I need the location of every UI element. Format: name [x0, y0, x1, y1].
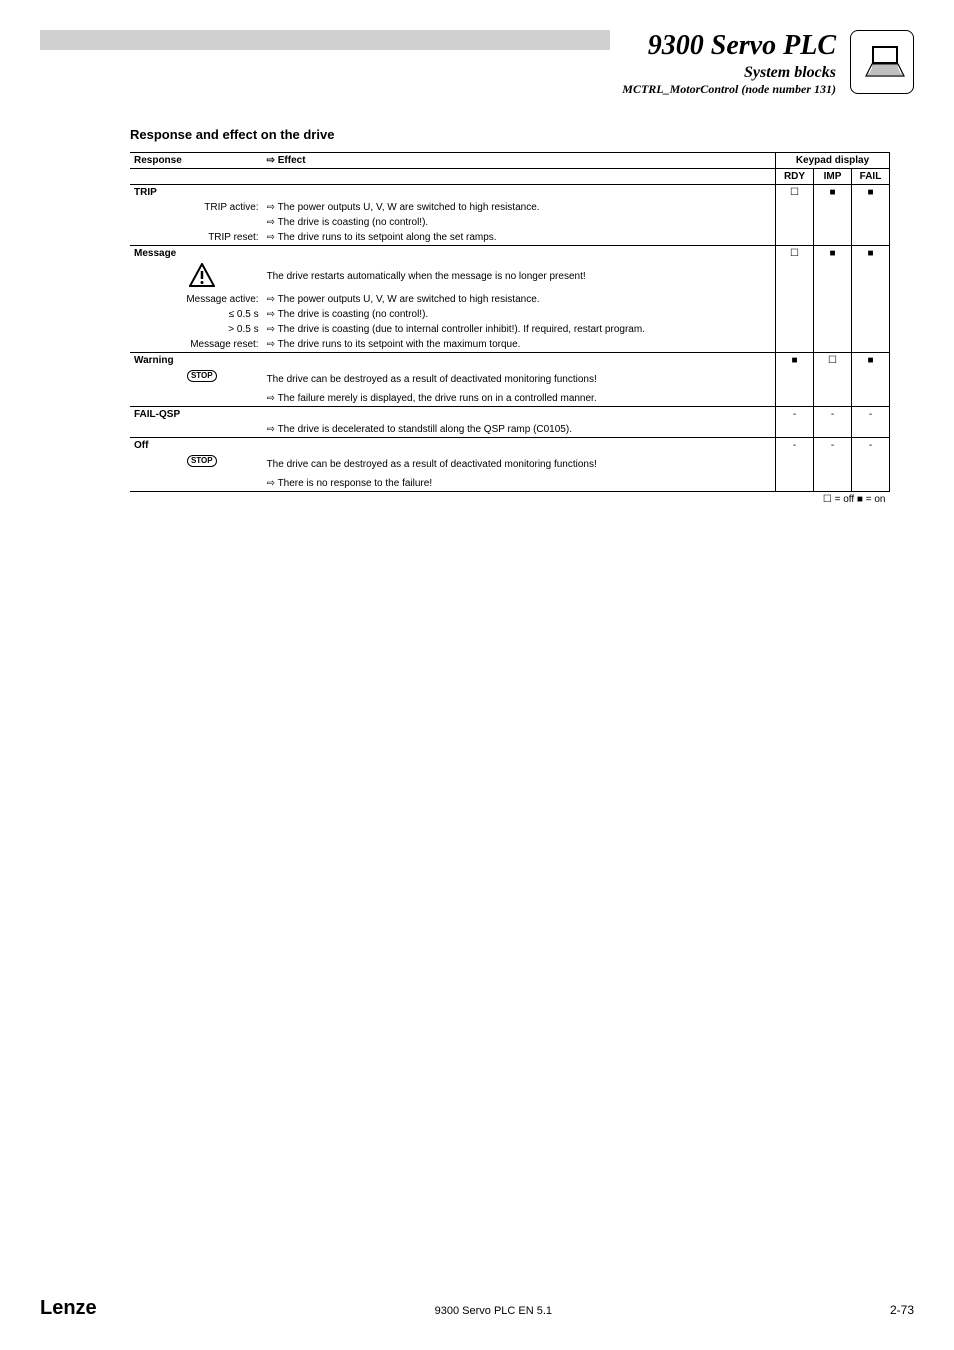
- warning-icon: [141, 261, 263, 292]
- laptop-icon: [850, 30, 914, 94]
- msg-active-text: The power outputs U, V, W are switched t…: [263, 292, 776, 307]
- header-gray-bar: [40, 30, 610, 50]
- table-legend: ☐ = off ■ = on: [130, 492, 890, 508]
- doc-subtitle: System blocks: [622, 64, 836, 82]
- doc-subsubtitle: MCTRL_MotorControl (node number 131): [622, 82, 836, 97]
- warn-rdy: ■: [776, 353, 814, 369]
- msg-warn-text: The drive restarts automatically when th…: [263, 261, 776, 292]
- doc-title: 9300 Servo PLC: [622, 30, 836, 62]
- col-imp: IMP: [814, 169, 852, 185]
- off-fail: -: [852, 438, 890, 454]
- col-rdy: RDY: [776, 169, 814, 185]
- col-response: Response: [130, 153, 263, 169]
- row-message: Message: [130, 246, 776, 262]
- trip-reset-text: The drive runs to its setpoint along the…: [263, 230, 776, 246]
- trip-active-text2: The drive is coasting (no control!).: [263, 215, 776, 230]
- msg-imp: ■: [814, 246, 852, 262]
- trip-rdy: ☐: [776, 185, 814, 201]
- msg-rdy: ☐: [776, 246, 814, 262]
- fq-fail: -: [852, 407, 890, 423]
- trip-fail: ■: [852, 185, 890, 201]
- trip-active-label: TRIP active:: [152, 200, 263, 215]
- msg-le-text: The drive is coasting (no control!).: [263, 307, 776, 322]
- footer-page: 2-73: [890, 1303, 914, 1317]
- fq-imp: -: [814, 407, 852, 423]
- warn-fail: ■: [852, 353, 890, 369]
- msg-gt-text: The drive is coasting (due to internal c…: [263, 322, 776, 337]
- trip-imp: ■: [814, 185, 852, 201]
- row-warning: Warning: [130, 353, 776, 369]
- row-trip: TRIP: [130, 185, 776, 201]
- section-title: Response and effect on the drive: [130, 127, 914, 142]
- off-imp: -: [814, 438, 852, 454]
- stop-icon: STOP: [141, 453, 263, 476]
- msg-reset-label: Message reset:: [152, 337, 263, 353]
- off-line-text: There is no response to the failure!: [263, 476, 776, 492]
- response-table: Response Effect Keypad display RDY IMP F…: [130, 152, 890, 507]
- row-off: Off: [130, 438, 776, 454]
- warn-line-text: The failure merely is displayed, the dri…: [263, 391, 776, 407]
- msg-gt-label: > 0.5 s: [152, 322, 263, 337]
- off-stop-text: The drive can be destroyed as a result o…: [263, 453, 776, 476]
- off-rdy: -: [776, 438, 814, 454]
- msg-le-label: ≤ 0.5 s: [152, 307, 263, 322]
- col-fail: FAIL: [852, 169, 890, 185]
- stop-icon: STOP: [141, 368, 263, 391]
- msg-active-label: Message active:: [152, 292, 263, 307]
- footer-brand: Lenze: [40, 1297, 97, 1320]
- page-footer: Lenze 9300 Servo PLC EN 5.1 2-73: [40, 1297, 914, 1320]
- row-failqsp: FAIL-QSP: [130, 407, 776, 423]
- col-keypad: Keypad display: [776, 153, 890, 169]
- trip-active-text: The power outputs U, V, W are switched t…: [263, 200, 776, 215]
- msg-reset-text: The drive runs to its setpoint with the …: [263, 337, 776, 353]
- footer-center: 9300 Servo PLC EN 5.1: [435, 1305, 552, 1317]
- col-effect: Effect: [263, 153, 776, 169]
- warn-imp: ☐: [814, 353, 852, 369]
- fq-line-text: The drive is decelerated to standstill a…: [263, 422, 776, 438]
- warn-stop-text: The drive can be destroyed as a result o…: [263, 368, 776, 391]
- msg-fail: ■: [852, 246, 890, 262]
- trip-reset-label: TRIP reset:: [152, 230, 263, 246]
- fq-rdy: -: [776, 407, 814, 423]
